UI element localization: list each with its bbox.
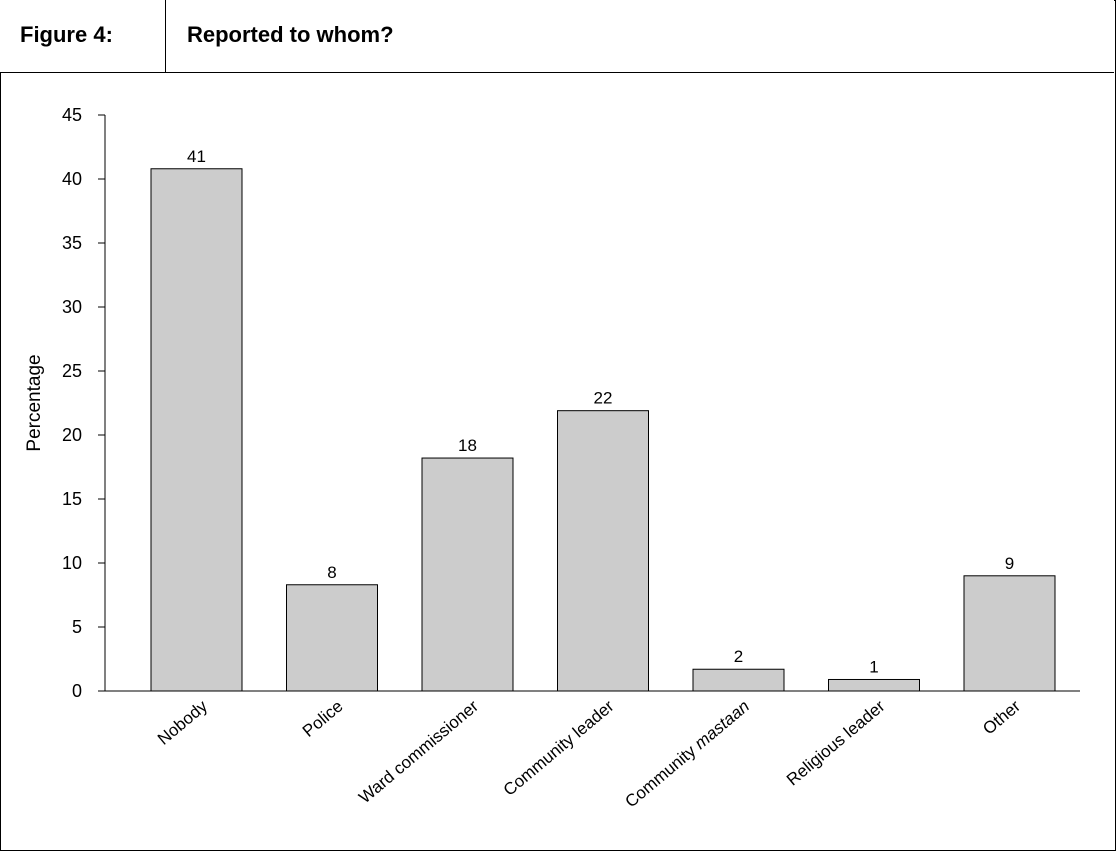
y-tick-label: 0 — [72, 681, 82, 701]
figure-title: Reported to whom? — [187, 22, 394, 47]
category-labels: Nobody Police Ward commissioner Community l… — [154, 696, 1024, 811]
data-label: 9 — [1005, 554, 1014, 573]
y-tick-label: 40 — [62, 169, 82, 189]
data-label: 41 — [187, 147, 206, 166]
y-tick-label: 30 — [62, 297, 82, 317]
y-tick-label: 15 — [62, 489, 82, 509]
x-tick-label: Other — [979, 696, 1024, 738]
figure-title-cell: Reported to whom? — [166, 0, 1114, 72]
y-tick-label: 10 — [62, 553, 82, 573]
data-label: 2 — [734, 647, 743, 666]
x-tick-label: Community leader — [500, 696, 618, 799]
bar — [286, 584, 378, 692]
bar — [828, 678, 920, 692]
x-tick-label: Ward commissioner — [355, 696, 482, 807]
y-tick-label: 35 — [62, 233, 82, 253]
x-tick-label: Community mastaan — [621, 697, 753, 812]
x-tick-label: Nobody — [154, 696, 211, 749]
figure-header: Figure 4: Reported to whom? — [0, 0, 1114, 73]
data-label: 22 — [594, 389, 613, 408]
bar — [557, 410, 649, 692]
x-tick-label: Police — [299, 697, 347, 741]
x-tick-label: Religious leader — [783, 696, 889, 789]
y-tick-label: 5 — [72, 617, 82, 637]
bar — [421, 457, 514, 692]
bar — [692, 668, 785, 692]
y-tick-label: 45 — [62, 105, 82, 125]
y-axis-ticks: 0 5 10 15 20 25 30 35 40 45 — [62, 105, 105, 701]
y-axis-label: Percentage — [24, 354, 45, 451]
y-tick-label: 20 — [62, 425, 82, 445]
figure-number-cell: Figure 4: — [0, 0, 166, 72]
data-label: 18 — [458, 436, 477, 455]
bar — [150, 168, 243, 692]
y-tick-label: 25 — [62, 361, 82, 381]
data-label: 8 — [327, 563, 336, 582]
bar — [963, 575, 1056, 692]
figure-number: Figure 4: — [20, 22, 113, 47]
data-label: 1 — [869, 657, 878, 676]
